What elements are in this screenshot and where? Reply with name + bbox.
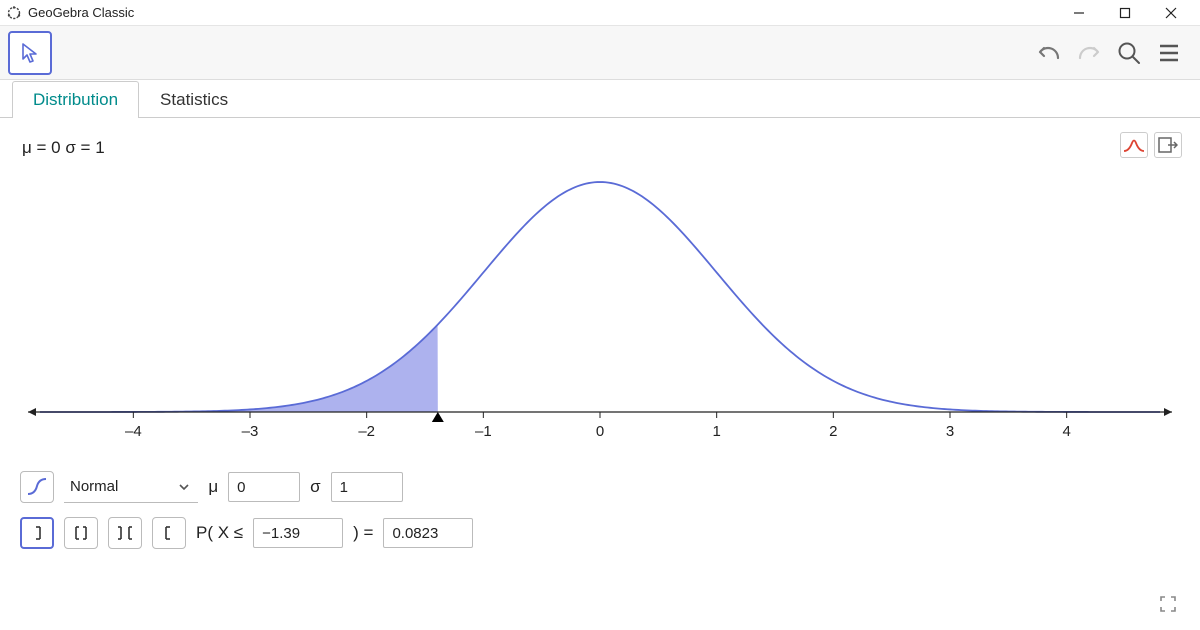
- svg-text:–1: –1: [475, 423, 492, 440]
- tab-distribution[interactable]: Distribution: [12, 81, 139, 118]
- svg-text:–2: –2: [358, 423, 375, 440]
- move-tool-button[interactable]: [8, 31, 52, 75]
- cumulative-toggle-button[interactable]: [20, 471, 54, 503]
- svg-text:1: 1: [712, 423, 720, 440]
- svg-text:2: 2: [829, 423, 837, 440]
- export-button[interactable]: [1154, 132, 1182, 158]
- fullscreen-button[interactable]: [1154, 590, 1182, 618]
- search-button[interactable]: [1114, 38, 1144, 68]
- mu-input[interactable]: 0: [228, 472, 300, 502]
- prob-result-input[interactable]: 0.0823: [383, 518, 473, 548]
- sigma-label: σ: [310, 477, 321, 497]
- sigma-input[interactable]: 1: [331, 472, 403, 502]
- content: μ = 0 σ = 1 –4 –3 –2 –1 0 1 2 3 4: [0, 118, 1200, 455]
- interval-two-sided-button[interactable]: [64, 517, 98, 549]
- svg-text:3: 3: [946, 423, 954, 440]
- window-controls: [1056, 0, 1194, 26]
- app-icon: [6, 5, 22, 21]
- distribution-select-value: Normal: [70, 478, 118, 495]
- tab-statistics[interactable]: Statistics: [139, 81, 249, 118]
- maximize-button[interactable]: [1102, 0, 1148, 26]
- prob-prefix: P( X ≤: [196, 523, 243, 543]
- prob-suffix: ) =: [353, 523, 373, 543]
- interval-left-button[interactable]: [20, 517, 54, 549]
- redo-button[interactable]: [1074, 38, 1104, 68]
- bottom-controls: Normal μ 0 σ 1 P( X ≤ −1.39 ) = 0.0823: [0, 455, 1200, 549]
- menu-button[interactable]: [1154, 38, 1184, 68]
- svg-text:–4: –4: [125, 423, 142, 440]
- chevron-down-icon: [178, 481, 190, 493]
- close-button[interactable]: [1148, 0, 1194, 26]
- distribution-select[interactable]: Normal: [64, 471, 198, 503]
- chart-area: –4 –3 –2 –1 0 1 2 3 4: [20, 162, 1180, 455]
- window-title: GeoGebra Classic: [28, 5, 1056, 20]
- svg-text:0: 0: [596, 423, 604, 440]
- mu-label: μ: [208, 477, 218, 497]
- toolbar: [0, 26, 1200, 80]
- minimize-button[interactable]: [1056, 0, 1102, 26]
- distribution-chart: –4 –3 –2 –1 0 1 2 3 4: [20, 162, 1180, 452]
- tabbar: Distribution Statistics: [0, 80, 1200, 118]
- curve-style-button[interactable]: [1120, 132, 1148, 158]
- interval-outside-button[interactable]: [108, 517, 142, 549]
- undo-button[interactable]: [1034, 38, 1064, 68]
- params-label: μ = 0 σ = 1: [20, 130, 1180, 162]
- svg-text:–3: –3: [242, 423, 259, 440]
- interval-right-button[interactable]: [152, 517, 186, 549]
- x-value-input[interactable]: −1.39: [253, 518, 343, 548]
- titlebar: GeoGebra Classic: [0, 0, 1200, 26]
- svg-text:4: 4: [1062, 423, 1070, 440]
